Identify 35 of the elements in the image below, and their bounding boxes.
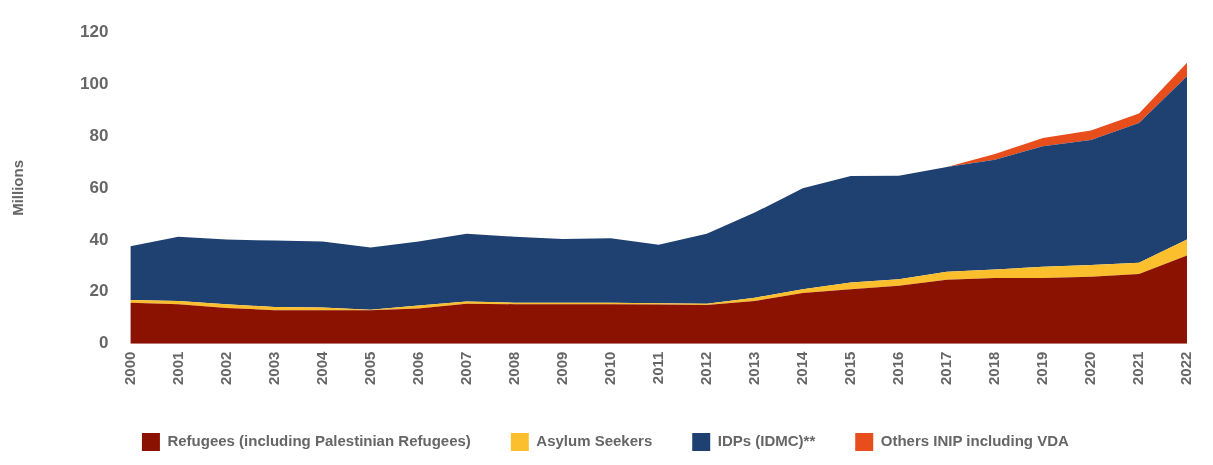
y-axis-title: Millions [9,159,27,216]
x-tick-label: 2013 [744,351,762,386]
y-tick-label: 100 [79,73,109,93]
x-tick-label: 2008 [504,351,522,386]
x-tick-label: 2010 [600,351,618,386]
y-tick-label: 60 [89,177,109,197]
y-tick-label: 20 [89,281,109,301]
x-tick-label: 2007 [456,351,474,386]
x-tick-label: 2022 [1177,351,1195,386]
x-tick-label: 2015 [840,351,858,386]
x-tick-label: 2006 [408,351,426,386]
legend-label: Asylum Seekers [536,432,653,450]
x-tick-label: 2003 [264,351,282,386]
legend-label: Others INIP including VDA [880,432,1069,450]
y-tick-label: 120 [79,21,109,41]
x-tick-label: 2018 [985,351,1003,386]
legend-label: Refugees (including Palestinian Refugees) [167,432,471,450]
x-tick-label: 2012 [696,351,714,386]
x-tick-label: 2021 [1129,351,1147,386]
x-tick-label: 2017 [937,351,954,386]
x-tick-label: 2002 [216,351,234,386]
x-tick-label: 2020 [1081,351,1099,386]
y-tick-label: 0 [98,333,109,353]
x-tick-label: 2004 [312,350,330,386]
x-tick-label: 2001 [168,351,186,386]
x-tick-label: 2019 [1033,351,1051,386]
y-tick-label: 80 [89,125,109,145]
x-tick-label: 2014 [792,350,810,386]
x-tick-label: 2005 [360,351,378,386]
x-tick-label: 2009 [552,351,570,386]
x-tick-label: 2016 [888,351,906,386]
legend-label: IDPs (IDMC)** [717,432,816,450]
y-tick-label: 40 [89,229,109,249]
x-tick-label: 2011 [648,351,666,385]
x-tick-label: 2000 [120,351,138,386]
